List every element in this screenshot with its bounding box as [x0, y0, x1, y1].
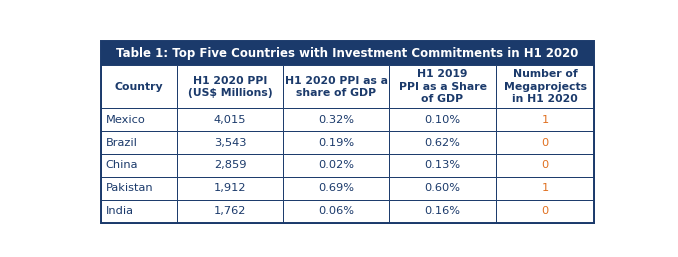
- Text: 3,543: 3,543: [214, 137, 246, 148]
- FancyBboxPatch shape: [100, 200, 177, 223]
- Text: India: India: [106, 206, 134, 216]
- FancyBboxPatch shape: [283, 200, 389, 223]
- FancyBboxPatch shape: [177, 154, 283, 177]
- FancyBboxPatch shape: [100, 154, 177, 177]
- Text: H1 2020 PPI as a
share of GDP: H1 2020 PPI as a share of GDP: [285, 76, 388, 98]
- FancyBboxPatch shape: [177, 200, 283, 223]
- FancyBboxPatch shape: [389, 131, 496, 154]
- FancyBboxPatch shape: [389, 200, 496, 223]
- FancyBboxPatch shape: [177, 131, 283, 154]
- FancyBboxPatch shape: [177, 108, 283, 131]
- Text: Brazil: Brazil: [106, 137, 138, 148]
- FancyBboxPatch shape: [496, 108, 595, 131]
- Text: 1,762: 1,762: [214, 206, 246, 216]
- FancyBboxPatch shape: [283, 154, 389, 177]
- Text: 0.06%: 0.06%: [319, 206, 355, 216]
- FancyBboxPatch shape: [389, 177, 496, 200]
- Text: Pakistan: Pakistan: [106, 183, 153, 193]
- Text: 0.69%: 0.69%: [319, 183, 355, 193]
- FancyBboxPatch shape: [100, 177, 177, 200]
- Text: 1: 1: [542, 183, 549, 193]
- Text: H1 2020 PPI
(US$ Millions): H1 2020 PPI (US$ Millions): [188, 76, 273, 98]
- Text: China: China: [106, 160, 138, 170]
- FancyBboxPatch shape: [177, 65, 283, 108]
- FancyBboxPatch shape: [496, 177, 595, 200]
- Text: Number of
Megaprojects
in H1 2020: Number of Megaprojects in H1 2020: [504, 69, 586, 104]
- FancyBboxPatch shape: [389, 108, 496, 131]
- FancyBboxPatch shape: [496, 154, 595, 177]
- Text: 0.60%: 0.60%: [424, 183, 460, 193]
- FancyBboxPatch shape: [100, 108, 177, 131]
- Text: 0.10%: 0.10%: [424, 115, 460, 125]
- Text: 0: 0: [542, 137, 549, 148]
- Text: 0.32%: 0.32%: [319, 115, 355, 125]
- Text: Country: Country: [115, 82, 163, 92]
- Text: 1,912: 1,912: [214, 183, 246, 193]
- Text: 0.16%: 0.16%: [424, 206, 460, 216]
- FancyBboxPatch shape: [496, 131, 595, 154]
- FancyBboxPatch shape: [389, 65, 496, 108]
- FancyBboxPatch shape: [496, 200, 595, 223]
- FancyBboxPatch shape: [283, 65, 389, 108]
- Text: 0: 0: [542, 206, 549, 216]
- FancyBboxPatch shape: [100, 41, 595, 65]
- Text: Table 1: Top Five Countries with Investment Commitments in H1 2020: Table 1: Top Five Countries with Investm…: [117, 47, 578, 60]
- Text: 0.62%: 0.62%: [424, 137, 460, 148]
- Text: 0.19%: 0.19%: [318, 137, 355, 148]
- FancyBboxPatch shape: [100, 65, 177, 108]
- FancyBboxPatch shape: [283, 131, 389, 154]
- Text: 4,015: 4,015: [214, 115, 246, 125]
- Text: 0: 0: [542, 160, 549, 170]
- Text: 0.13%: 0.13%: [424, 160, 460, 170]
- Text: H1 2019
PPI as a Share
of GDP: H1 2019 PPI as a Share of GDP: [399, 69, 487, 104]
- FancyBboxPatch shape: [177, 177, 283, 200]
- FancyBboxPatch shape: [283, 108, 389, 131]
- Text: Mexico: Mexico: [106, 115, 146, 125]
- Text: 0.02%: 0.02%: [319, 160, 355, 170]
- FancyBboxPatch shape: [496, 65, 595, 108]
- FancyBboxPatch shape: [100, 131, 177, 154]
- Text: 1: 1: [542, 115, 549, 125]
- FancyBboxPatch shape: [389, 154, 496, 177]
- FancyBboxPatch shape: [283, 177, 389, 200]
- Text: 2,859: 2,859: [214, 160, 246, 170]
